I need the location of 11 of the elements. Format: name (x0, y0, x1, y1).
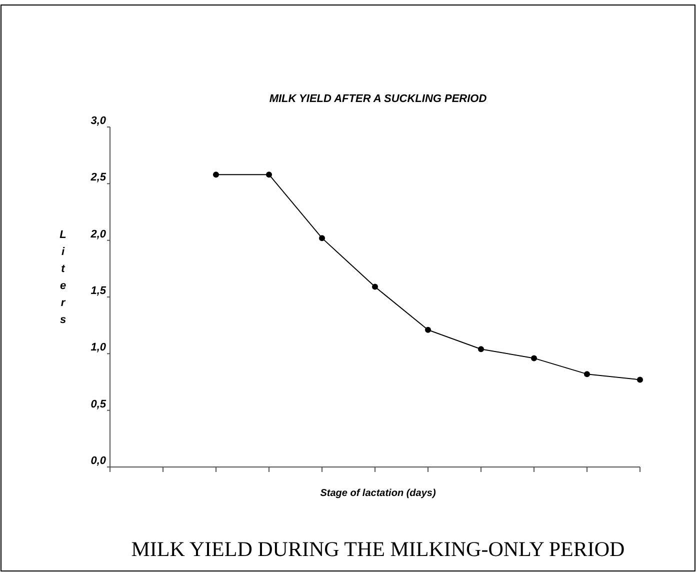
text: MILK YIELD DURING THE MILKING-ONLY PERIOD (131, 537, 625, 561)
chart-title: MILK YIELD AFTER A SUCKLING PERIOD (269, 93, 487, 105)
x-axis-title: Stage of lactation (days) (320, 488, 436, 499)
y-tick-label: 0,5 (90, 398, 107, 410)
y-tick-label: 2,5 (90, 172, 107, 184)
y-tick-label: 3,0 (90, 115, 107, 127)
y-tick-label: 1,0 (90, 342, 107, 354)
y-tick-label: 2,0 (90, 228, 107, 240)
y-tick-label: 1,5 (90, 285, 107, 297)
y-tick-label: 0,0 (90, 455, 107, 467)
y-axis-title: Liters (60, 229, 67, 326)
